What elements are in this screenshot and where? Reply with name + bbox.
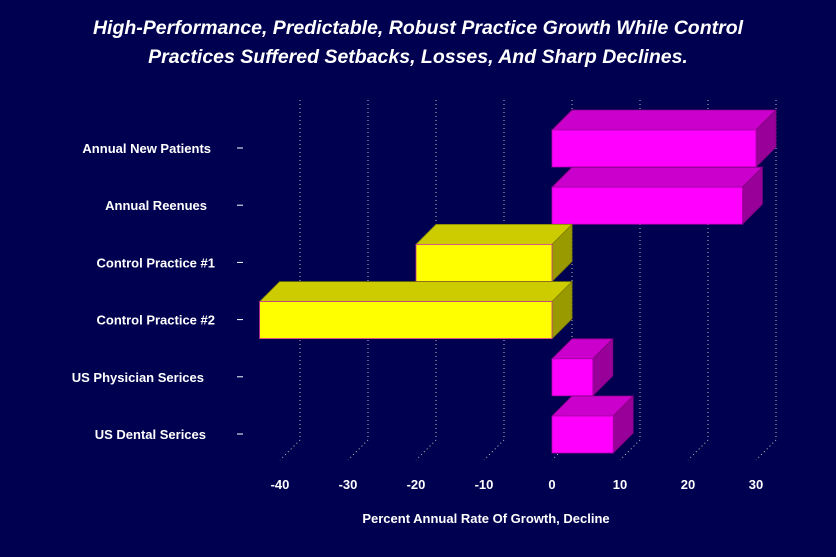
category-label: Annual Reenues — [105, 198, 207, 213]
gridline — [347, 100, 369, 461]
category-label: Annual New Patients — [82, 141, 211, 156]
bar-front — [415, 243, 553, 282]
x-tick-label: 10 — [613, 477, 627, 492]
x-tick-label: -30 — [339, 477, 358, 492]
bar — [415, 223, 573, 283]
chart-title-line-1: High-Performance, Predictable, Robust Pr… — [93, 17, 744, 39]
bar — [551, 337, 614, 397]
bar-front — [551, 186, 743, 225]
bar-top — [258, 281, 573, 303]
gridline — [415, 100, 437, 461]
x-tick-label: 0 — [548, 477, 555, 492]
bar-top — [551, 109, 777, 131]
category-label: Control Practice #1 — [97, 255, 216, 270]
x-tick-label: 20 — [681, 477, 695, 492]
category-label: US Physician Serices — [72, 370, 204, 385]
bar-top — [551, 166, 764, 188]
bar — [551, 109, 777, 168]
gridline — [279, 100, 301, 461]
x-axis-title: Percent Annual Rate Of Growth, Decline — [362, 511, 609, 526]
x-tick-label: -20 — [407, 477, 426, 492]
chart-title-line-2: Practices Suffered Setbacks, Losses, And… — [148, 46, 688, 68]
gridline — [687, 100, 709, 461]
category-label: US Dental Serices — [95, 427, 206, 442]
bar-front — [551, 358, 594, 397]
bar-front — [551, 415, 614, 454]
gridline — [755, 100, 777, 461]
bar — [258, 280, 573, 340]
bar — [551, 166, 764, 226]
category-label: Control Practice #2 — [97, 313, 216, 328]
gridline — [619, 100, 641, 461]
bar — [551, 395, 635, 454]
bar-front — [551, 129, 757, 168]
bar-top — [415, 223, 573, 245]
x-tick-label: 30 — [749, 477, 763, 492]
bar-front — [259, 301, 553, 340]
x-tick-label: -40 — [271, 477, 290, 492]
x-tick-label: -10 — [475, 477, 494, 492]
gridline — [483, 100, 505, 461]
